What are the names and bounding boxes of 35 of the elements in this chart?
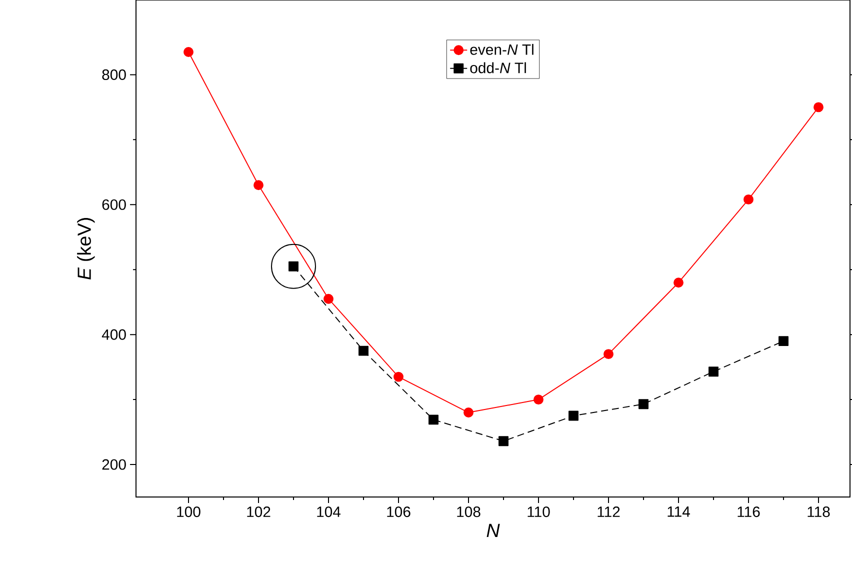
x-axis-title: N xyxy=(486,524,500,537)
x-tick-label: 104 xyxy=(317,506,341,518)
point xyxy=(778,336,788,346)
x-tick-label: 102 xyxy=(247,506,270,518)
point xyxy=(498,436,508,446)
point xyxy=(534,394,544,405)
legend-label: odd-N Tl xyxy=(470,62,526,74)
x-tick-label: 110 xyxy=(528,506,550,518)
point xyxy=(184,46,194,57)
legend-label: even-N Tl xyxy=(470,44,534,55)
y-tick-label: 800 xyxy=(102,69,126,80)
point xyxy=(814,102,824,112)
y-tick-label: 600 xyxy=(102,199,126,210)
point xyxy=(254,180,264,190)
y-tick-label: 200 xyxy=(102,459,126,470)
y-axis-title: E (keV) xyxy=(77,218,95,280)
x-tick-label: 106 xyxy=(387,506,410,518)
point xyxy=(638,399,648,410)
point xyxy=(604,349,614,360)
x-tick-label: 112 xyxy=(598,506,620,517)
point xyxy=(674,278,684,288)
y-tick-label: 400 xyxy=(102,329,126,340)
point xyxy=(744,194,754,204)
x-tick-label: 118 xyxy=(808,506,830,518)
point xyxy=(464,408,474,418)
x-tick-label: 108 xyxy=(457,506,480,518)
point xyxy=(358,346,368,356)
point xyxy=(428,414,438,425)
x-tick-label: 116 xyxy=(738,506,760,518)
point xyxy=(394,372,404,382)
x-tick-label: 114 xyxy=(668,506,690,517)
point xyxy=(708,366,718,377)
point xyxy=(324,294,334,304)
x-tick-label: 100 xyxy=(177,506,200,518)
point xyxy=(568,410,578,421)
